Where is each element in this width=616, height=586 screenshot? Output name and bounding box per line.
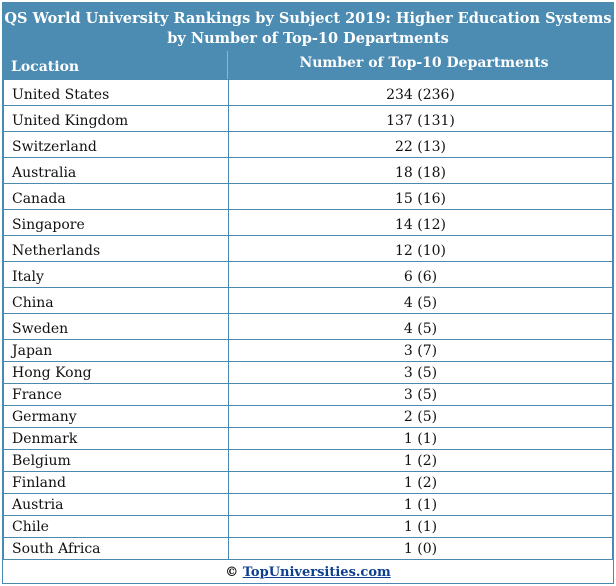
location-cell: Sweden <box>3 313 229 340</box>
copyright-symbol: © <box>225 565 239 580</box>
location-cell: Denmark <box>3 427 229 450</box>
count-cell: 1 (2) <box>228 471 613 494</box>
table-row: United Kingdom 137 (131) <box>3 105 613 132</box>
count-cell: 137 (131) <box>228 105 613 132</box>
column-header-location: Location <box>11 59 80 75</box>
table-row: China 4 (5) <box>3 287 613 314</box>
table-header: QS World University Rankings by Subject … <box>3 3 613 79</box>
count-cell: 234 (236) <box>228 79 613 106</box>
location-cell: United Kingdom <box>3 105 229 132</box>
source-link[interactable]: TopUniversities.com <box>242 565 391 580</box>
table-row: Switzerland 22 (13) <box>3 131 613 158</box>
location-cell: Singapore <box>3 209 229 236</box>
count-cell: 4 (5) <box>228 287 613 314</box>
location-cell: Australia <box>3 157 229 184</box>
count-cell: 12 (10) <box>228 235 613 262</box>
header-divider <box>227 51 228 79</box>
count-cell: 15 (16) <box>228 183 613 210</box>
count-cell: 1 (0) <box>228 537 613 560</box>
table-title: QS World University Rankings by Subject … <box>4 10 612 47</box>
location-cell: Canada <box>3 183 229 210</box>
column-header-count: Number of Top-10 Departments <box>299 55 549 71</box>
table-row: Finland 1 (2) <box>3 471 613 494</box>
count-cell: 6 (6) <box>228 261 613 288</box>
count-cell: 3 (5) <box>228 383 613 406</box>
location-cell: Germany <box>3 405 229 428</box>
location-cell: Japan <box>3 339 229 362</box>
location-cell: Hong Kong <box>3 361 229 384</box>
count-cell: 14 (12) <box>228 209 613 236</box>
table-row: Sweden 4 (5) <box>3 313 613 340</box>
count-cell: 4 (5) <box>228 313 613 340</box>
count-cell: 1 (1) <box>228 493 613 516</box>
location-cell: Austria <box>3 493 229 516</box>
table-row: Belgium 1 (2) <box>3 449 613 472</box>
table-row: Denmark 1 (1) <box>3 427 613 450</box>
footer: © TopUniversities.com <box>3 565 613 583</box>
count-cell: 1 (1) <box>228 515 613 538</box>
rankings-table: United States 234 (236) United Kingdom 137 … <box>3 79 613 560</box>
count-cell: 3 (7) <box>228 339 613 362</box>
table-row: Singapore 14 (12) <box>3 209 613 236</box>
table-row: Chile 1 (1) <box>3 515 613 538</box>
table-row: Austria 1 (1) <box>3 493 613 516</box>
location-cell: Switzerland <box>3 131 229 158</box>
location-cell: Chile <box>3 515 229 538</box>
table-row: South Africa 1 (0) <box>3 537 613 560</box>
location-cell: France <box>3 383 229 406</box>
count-cell: 3 (5) <box>228 361 613 384</box>
table-row: Germany 2 (5) <box>3 405 613 428</box>
location-cell: China <box>3 287 229 314</box>
table-row: Hong Kong 3 (5) <box>3 361 613 384</box>
table-row: Netherlands 12 (10) <box>3 235 613 262</box>
count-cell: 2 (5) <box>228 405 613 428</box>
count-cell: 1 (2) <box>228 449 613 472</box>
table-row: France 3 (5) <box>3 383 613 406</box>
count-cell: 18 (18) <box>228 157 613 184</box>
location-cell: South Africa <box>3 537 229 560</box>
location-cell: United States <box>3 79 229 106</box>
location-cell: Netherlands <box>3 235 229 262</box>
count-cell: 1 (1) <box>228 427 613 450</box>
location-cell: Italy <box>3 261 229 288</box>
table-row: Japan 3 (7) <box>3 339 613 362</box>
location-cell: Finland <box>3 471 229 494</box>
table-row: Italy 6 (6) <box>3 261 613 288</box>
table-row: Australia 18 (18) <box>3 157 613 184</box>
table-row: Canada 15 (16) <box>3 183 613 210</box>
table-row: United States 234 (236) <box>3 79 613 106</box>
location-cell: Belgium <box>3 449 229 472</box>
count-cell: 22 (13) <box>228 131 613 158</box>
